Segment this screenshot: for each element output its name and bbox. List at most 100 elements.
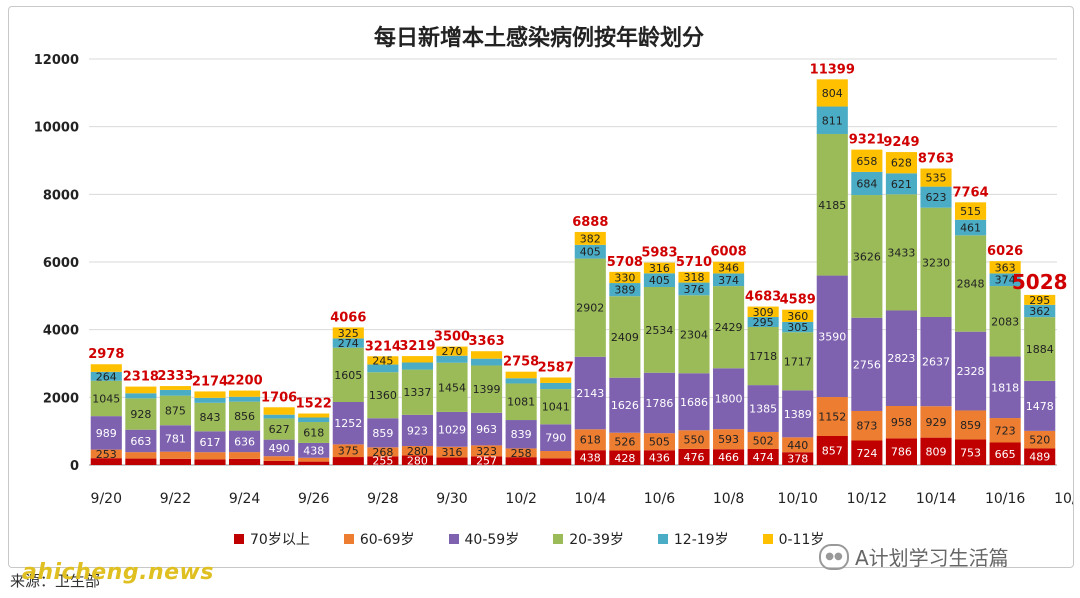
segment-label: 245	[372, 354, 393, 367]
segment-label: 857	[822, 445, 843, 458]
segment-label: 963	[476, 423, 497, 436]
legend-swatch	[553, 534, 564, 544]
bar-segment	[332, 347, 364, 403]
total-label: 4066	[330, 310, 366, 325]
bar-segment	[747, 306, 779, 318]
bar-segment	[989, 261, 1021, 274]
bar-segment	[125, 393, 157, 399]
bar-segment	[955, 331, 987, 411]
segment-label: 474	[753, 451, 774, 464]
bar-segment	[159, 395, 191, 426]
segment-label: 781	[165, 432, 186, 445]
segment-label: 520	[1029, 434, 1050, 447]
segment-label: 3230	[922, 256, 950, 269]
bar-segment	[125, 458, 157, 465]
bar-segment	[436, 411, 468, 447]
bar-segment	[816, 275, 848, 398]
segment-label: 839	[511, 428, 532, 441]
segment-label: 2902	[576, 302, 604, 315]
bar-segment	[816, 106, 848, 134]
bar-segment	[298, 413, 330, 418]
segment-label: 811	[822, 114, 843, 127]
bar-segment	[713, 273, 745, 287]
bar-segment	[229, 458, 261, 465]
segment-label: 3626	[853, 250, 881, 263]
segment-label: 2823	[887, 352, 915, 365]
bar-segment	[471, 365, 503, 413]
bar-segment	[505, 378, 537, 384]
total-label: 6026	[987, 244, 1023, 259]
segment-label: 346	[718, 262, 739, 275]
chart-title: 每日新增本土感染病例按年龄划分	[374, 25, 704, 51]
segment-label: 316	[442, 446, 463, 459]
bar-segment	[471, 445, 503, 457]
x-tick-label: 9/22	[160, 491, 191, 507]
segment-label: 958	[891, 416, 912, 429]
segment-label: 526	[614, 436, 635, 449]
segment-label: 929	[926, 416, 947, 429]
bar-segment	[920, 168, 952, 187]
bar-segment	[989, 356, 1021, 419]
segment-label: 280	[407, 445, 428, 458]
bar-segment	[229, 430, 261, 453]
legend-swatch	[448, 534, 459, 544]
bar-segment	[782, 309, 814, 322]
total-label: 2333	[157, 369, 193, 384]
bar-segment	[436, 362, 468, 412]
segment-label: 1385	[749, 403, 777, 416]
segment-label: 382	[580, 232, 601, 245]
segment-label: 1626	[611, 399, 639, 412]
segment-label: 1337	[403, 386, 431, 399]
legend-item: 20-39岁	[553, 529, 624, 549]
segment-label: 502	[753, 434, 774, 447]
bar-segment	[159, 458, 191, 465]
bar-segment	[263, 414, 295, 419]
bar-segment	[955, 219, 987, 236]
segment-label: 2143	[576, 387, 604, 400]
segment-label: 2848	[957, 278, 985, 291]
bar-segment	[885, 194, 917, 311]
bar-segment	[574, 258, 606, 357]
bar-segment	[332, 444, 364, 458]
total-label: 8763	[918, 152, 954, 167]
x-tick-label: 10/4	[575, 491, 607, 507]
legend-item: 40-59岁	[448, 529, 519, 549]
segment-label: 389	[614, 284, 635, 297]
bar-segment	[885, 173, 917, 195]
y-tick-label: 8000	[43, 188, 79, 203]
bar-segment	[920, 316, 952, 407]
bar-segment	[574, 429, 606, 451]
segment-label: 305	[787, 321, 808, 334]
bar-segment	[125, 452, 157, 459]
segment-label: 295	[1029, 294, 1050, 307]
total-label: 2978	[88, 347, 124, 362]
segment-label: 264	[96, 370, 117, 383]
legend-label: 20-39岁	[569, 532, 624, 548]
bar-segment	[747, 431, 779, 449]
bar-segment	[125, 429, 157, 453]
bar-segment	[367, 356, 399, 365]
bar-segment	[367, 364, 399, 373]
segment-label: 461	[960, 222, 981, 235]
total-label: 7764	[952, 185, 988, 200]
bar-segment	[194, 391, 226, 398]
segment-label: 309	[753, 306, 774, 319]
legend-item: 0-11岁	[762, 529, 824, 549]
total-label: 3219	[399, 339, 435, 354]
segment-label: 1800	[715, 393, 743, 406]
bar-segment	[367, 456, 399, 465]
segment-label: 318	[684, 271, 705, 284]
bar-segment	[885, 438, 917, 465]
total-label: 2587	[538, 360, 574, 375]
bar-segment	[471, 358, 503, 366]
bar-segment	[540, 382, 572, 390]
bar-segment	[159, 425, 191, 452]
segment-label: 2637	[922, 356, 950, 369]
y-tick-label: 0	[70, 459, 79, 474]
total-label: 5028	[1012, 270, 1068, 294]
segment-label: 376	[684, 283, 705, 296]
segment-label: 1718	[749, 350, 777, 363]
segment-label: 618	[580, 434, 601, 447]
bar-segment	[989, 286, 1021, 357]
segment-label: 1605	[334, 369, 362, 382]
